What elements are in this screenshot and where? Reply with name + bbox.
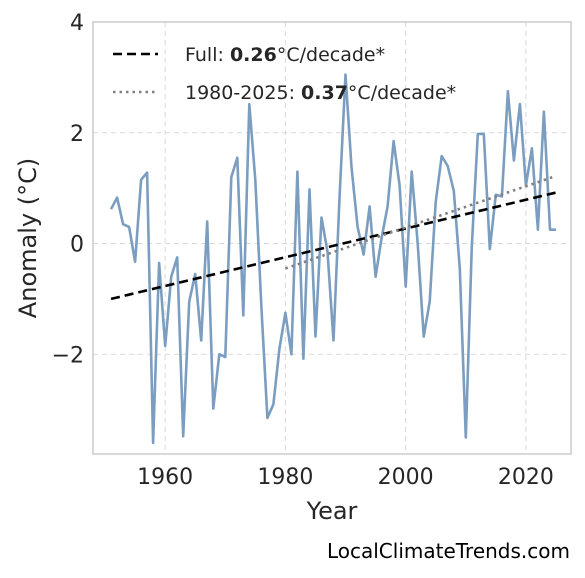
legend-full-rate: 0.26 (230, 44, 277, 66)
legend-entry-recent: 1980-2025: 0.37°C/decade* (185, 82, 456, 104)
y-axis-label: Anomaly (°C) (14, 158, 42, 318)
legend-full-unit: °C/decade* (277, 44, 385, 66)
legend-entry-full: Full: 0.26°C/decade* (185, 44, 385, 66)
y-tick-label: 4 (70, 11, 84, 36)
x-tick-labels: 1960 1980 2000 2020 (137, 465, 554, 490)
legend-recent-rate: 0.37 (301, 82, 348, 104)
plot-frame (92, 21, 572, 455)
x-tick-label: 2020 (498, 465, 554, 490)
legend-recent-colon: : (289, 82, 301, 104)
legend-full-colon: : (218, 44, 230, 66)
full-trend-line (110, 191, 557, 301)
recent-trend-line (284, 174, 557, 270)
trend-layer (110, 174, 557, 301)
legend-recent-name: 1980-2025 (185, 82, 289, 104)
x-tick-label: 2000 (378, 465, 434, 490)
legend-full-name: Full (185, 44, 218, 66)
legend: Full: 0.26°C/decade* 1980-2025: 0.37°C/d… (113, 44, 456, 104)
y-tick-label: −2 (52, 343, 84, 368)
x-axis-label: Year (306, 497, 358, 525)
x-tick-label: 1960 (137, 465, 193, 490)
series-layer (109, 73, 556, 445)
anomaly-series-line (109, 73, 556, 445)
y-tick-label: 0 (70, 233, 84, 258)
y-tick-labels: 4 2 0 −2 (52, 11, 84, 368)
credit-text: LocalClimateTrends.com (327, 539, 570, 563)
legend-recent-unit: °C/decade* (348, 82, 456, 104)
x-tick-label: 1980 (257, 465, 313, 490)
y-tick-label: 2 (70, 122, 84, 147)
